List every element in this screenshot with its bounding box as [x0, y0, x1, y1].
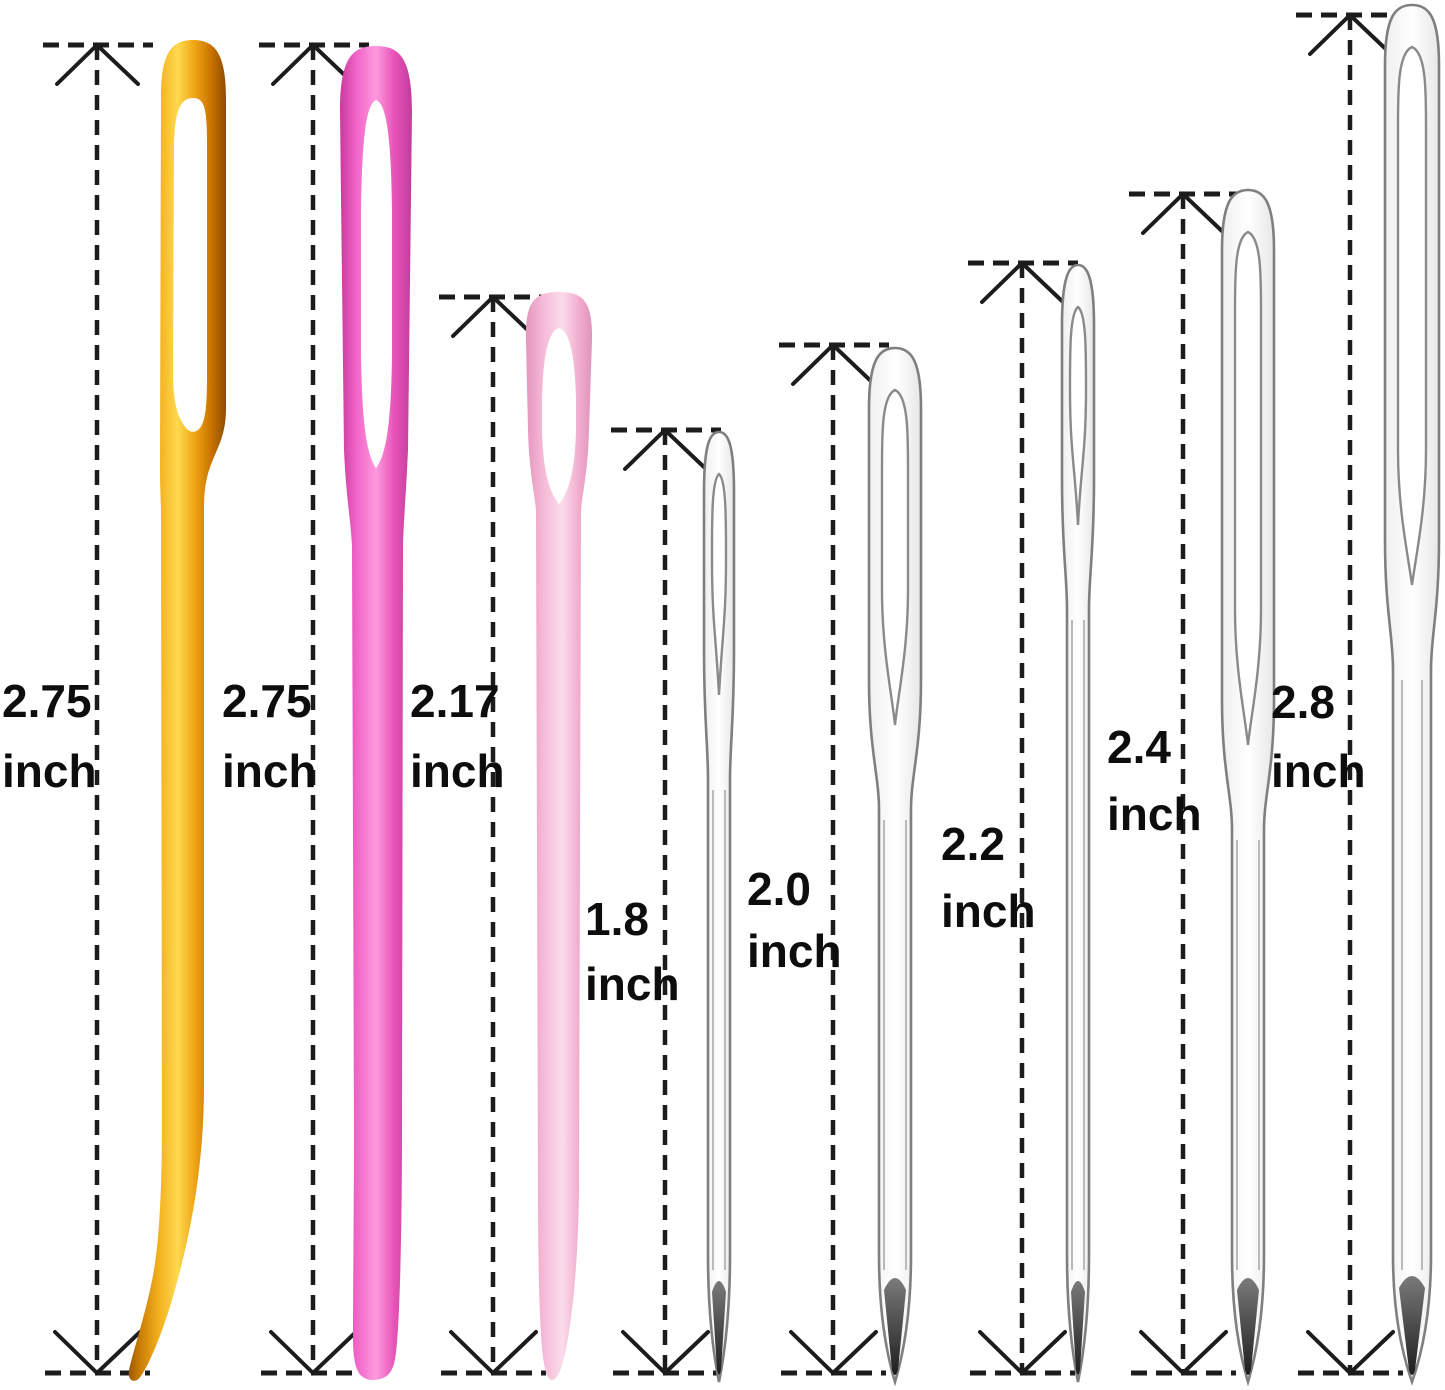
length-value-needle-6: 2.2	[941, 818, 1005, 870]
length-value-needle-2: 2.75	[222, 675, 312, 727]
steel-needle-eye	[710, 472, 728, 696]
length-value-needle-3: 2.17	[410, 675, 500, 727]
steel-needle-body	[702, 430, 736, 1383]
gold-yarn-needle	[128, 40, 226, 1381]
length-unit-needle-2: inch	[222, 745, 317, 797]
dimension-line-needle-7	[1129, 191, 1239, 1376]
dimension-annotations	[43, 12, 1406, 1376]
hot-pink-yarn-needle	[340, 46, 412, 1380]
steel-needle-2	[867, 346, 923, 1387]
length-value-needle-7: 2.4	[1107, 721, 1171, 773]
dimension-line-needle-4	[611, 427, 721, 1376]
steel-needle-eye	[1068, 305, 1088, 526]
dimension-line-needle-3	[439, 294, 549, 1376]
size-labels: 2.75 inch 2.75 inch 2.17 inch 1.8 inch 2…	[2, 675, 1366, 1010]
light-pink-needle-body	[525, 292, 593, 1380]
steel-needle-5	[1383, 3, 1441, 1386]
length-unit-needle-3: inch	[410, 745, 505, 797]
steel-needle-eye	[1233, 230, 1263, 746]
steel-needle-body	[1060, 263, 1096, 1383]
dimension-line-needle-2	[259, 42, 369, 1376]
length-value-needle-1: 2.75	[2, 675, 92, 727]
length-value-needle-5: 2.0	[747, 863, 811, 915]
length-unit-needle-8: inch	[1271, 745, 1366, 797]
dimension-line-needle-6	[968, 260, 1078, 1376]
dimension-line-needle-8	[1296, 12, 1406, 1376]
steel-needle-tip	[884, 1278, 906, 1375]
steel-needle-eye	[880, 388, 910, 726]
dimension-line-needle-5	[779, 342, 889, 1376]
steel-needle-tip	[1399, 1276, 1425, 1375]
needles	[128, 3, 1441, 1387]
length-unit-needle-7: inch	[1107, 788, 1202, 840]
length-unit-needle-1: inch	[2, 745, 97, 797]
steel-needle-3	[1060, 263, 1096, 1383]
steel-needle-tip	[1071, 1281, 1085, 1375]
length-unit-needle-6: inch	[941, 885, 1036, 937]
length-unit-needle-4: inch	[585, 958, 680, 1010]
gold-needle-body	[128, 40, 226, 1381]
steel-needle-4	[1220, 188, 1276, 1387]
steel-needle-tip	[712, 1281, 726, 1375]
steel-needle-eye	[1396, 45, 1428, 586]
steel-needle-1	[702, 430, 736, 1383]
steel-needle-tip	[1237, 1278, 1259, 1375]
length-unit-needle-5: inch	[747, 925, 842, 977]
light-pink-yarn-needle	[525, 292, 593, 1380]
hot-pink-needle-body	[340, 46, 412, 1380]
length-value-needle-4: 1.8	[585, 893, 649, 945]
length-value-needle-8: 2.8	[1271, 676, 1335, 728]
